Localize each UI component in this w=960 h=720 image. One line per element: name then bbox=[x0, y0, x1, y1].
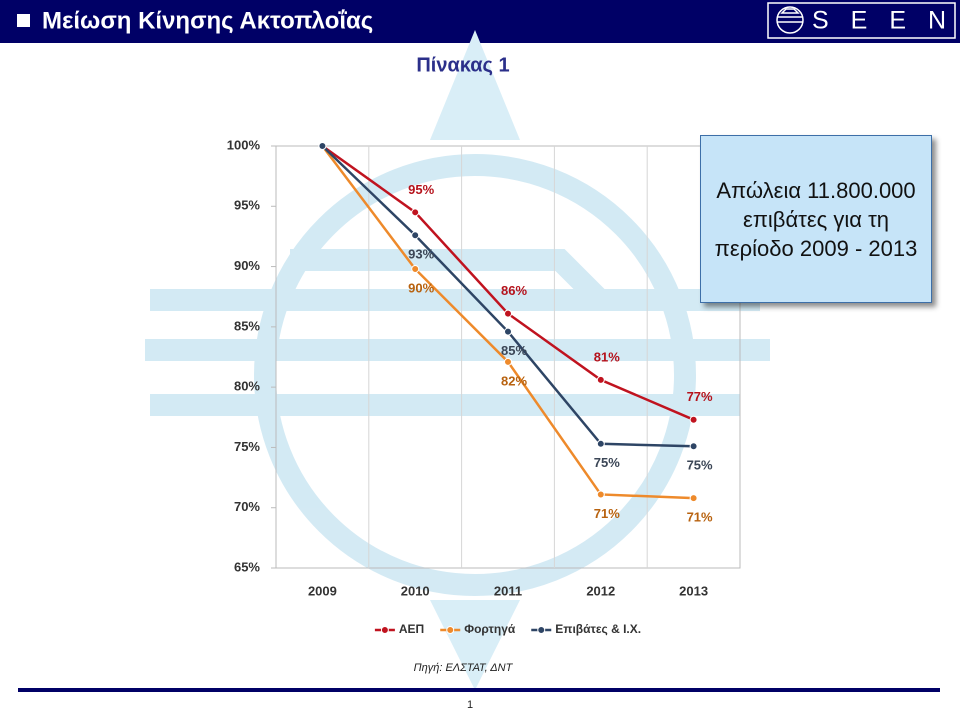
legend-label: Φορτηγά bbox=[464, 622, 516, 636]
y-tick-label: 75% bbox=[234, 439, 260, 454]
value-label: 95% bbox=[408, 182, 434, 197]
value-label: 71% bbox=[594, 506, 620, 521]
watermark bbox=[145, 154, 770, 596]
y-tick-label: 70% bbox=[234, 499, 260, 514]
value-label: 90% bbox=[408, 280, 434, 295]
watermark-arrow bbox=[430, 30, 520, 140]
marker bbox=[689, 494, 698, 503]
marker bbox=[411, 264, 420, 273]
value-label: 71% bbox=[687, 510, 713, 525]
marker bbox=[411, 231, 420, 240]
marker bbox=[318, 142, 327, 150]
legend-label: ΑΕΠ bbox=[399, 622, 424, 636]
value-label: 82% bbox=[501, 373, 527, 388]
y-tick-label: 65% bbox=[234, 559, 260, 574]
watermark-arrow bbox=[430, 600, 520, 690]
footer-line bbox=[18, 688, 940, 692]
marker bbox=[596, 375, 605, 384]
header-title: Μείωση Κίνησης Ακτοπλοΐας bbox=[42, 7, 373, 34]
value-label: 75% bbox=[594, 455, 620, 470]
legend-label: Επιβάτες & Ι.Χ. bbox=[555, 622, 641, 636]
marker bbox=[411, 208, 420, 217]
marker bbox=[596, 490, 605, 499]
legend-marker bbox=[446, 626, 455, 634]
marker bbox=[689, 442, 698, 451]
y-tick-label: 100% bbox=[227, 137, 261, 152]
logo-text: SEEN bbox=[812, 7, 960, 35]
logo-emblem bbox=[776, 6, 804, 34]
page-number: 1 bbox=[467, 699, 473, 711]
marker bbox=[504, 309, 512, 318]
y-tick-label: 90% bbox=[234, 258, 260, 273]
logo-box bbox=[767, 2, 956, 39]
plot-area bbox=[275, 145, 741, 569]
value-label: 86% bbox=[501, 283, 527, 298]
source: Πηγή: ΕΛΣΤΑΤ, ΔΝΤ bbox=[414, 662, 514, 674]
y-tick-label: 80% bbox=[234, 379, 260, 394]
marker bbox=[504, 327, 512, 336]
value-label: 81% bbox=[594, 349, 620, 364]
marker bbox=[504, 357, 512, 366]
legend-marker bbox=[537, 626, 546, 634]
x-tick-label: 2009 bbox=[308, 583, 337, 598]
x-tick-label: 2013 bbox=[679, 583, 708, 598]
marker bbox=[596, 439, 605, 448]
chart-title: Πίνακας 1 bbox=[416, 54, 509, 76]
value-label: 93% bbox=[408, 247, 434, 262]
bullet bbox=[17, 14, 30, 27]
annotation: Απώλεια 11.800.000 επιβάτες για τη περίο… bbox=[700, 135, 932, 303]
value-label: 77% bbox=[687, 389, 713, 404]
marker bbox=[689, 415, 698, 424]
value-label: 75% bbox=[687, 458, 713, 473]
x-tick-label: 2011 bbox=[494, 583, 522, 598]
y-tick-label: 85% bbox=[234, 318, 260, 333]
x-tick-label: 2010 bbox=[401, 583, 430, 598]
y-tick-label: 95% bbox=[234, 198, 260, 213]
value-label: 85% bbox=[501, 343, 527, 358]
legend-marker bbox=[380, 626, 389, 634]
x-tick-label: 2012 bbox=[586, 583, 615, 598]
